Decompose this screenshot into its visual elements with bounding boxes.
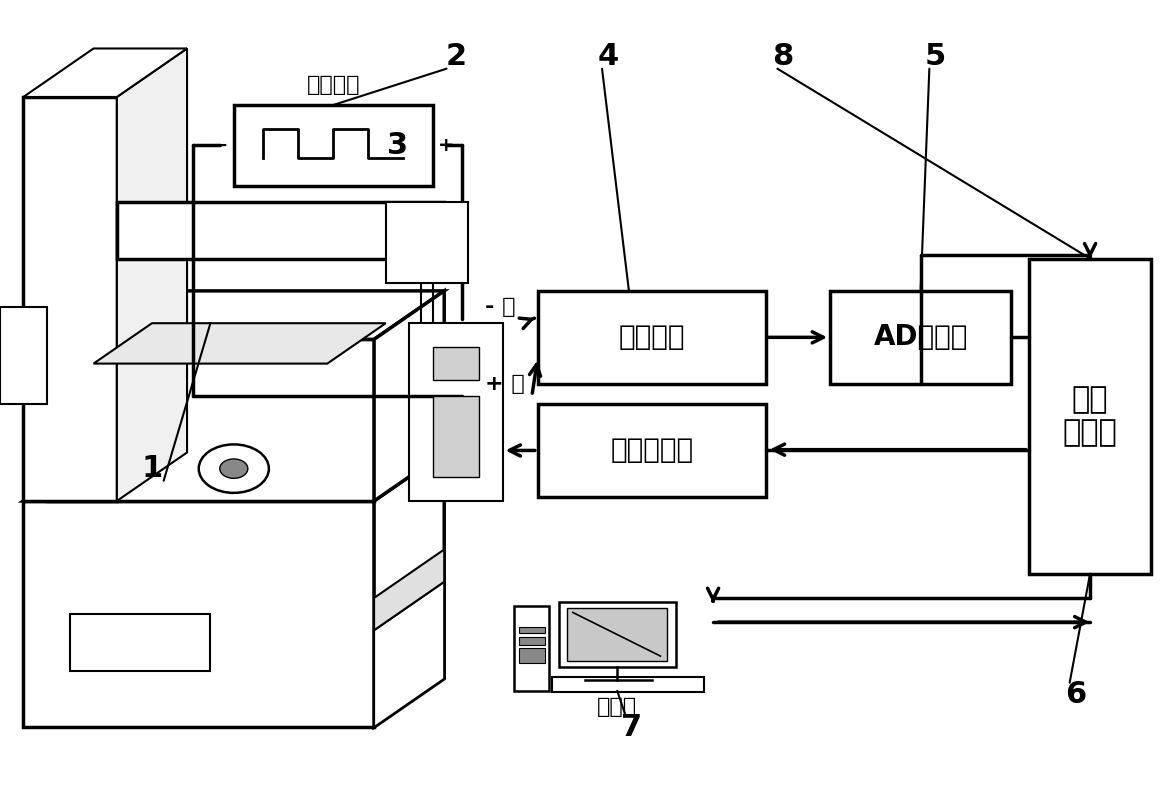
- Bar: [386, 202, 468, 283]
- Bar: [519, 648, 545, 663]
- Polygon shape: [23, 501, 374, 727]
- Text: 5: 5: [925, 42, 946, 71]
- Bar: [70, 614, 210, 671]
- Bar: [538, 291, 766, 384]
- Polygon shape: [374, 582, 444, 727]
- Text: +: +: [438, 136, 455, 155]
- Text: AD转换器: AD转换器: [873, 323, 968, 351]
- Bar: [559, 602, 676, 667]
- Polygon shape: [47, 339, 374, 501]
- Text: - 极: - 极: [485, 297, 516, 317]
- Bar: [234, 105, 433, 186]
- Text: 7: 7: [621, 713, 642, 742]
- Polygon shape: [23, 48, 187, 97]
- Bar: [0, 307, 47, 404]
- Text: −: −: [212, 136, 228, 155]
- Polygon shape: [47, 291, 444, 339]
- Text: 数据
采集器: 数据 采集器: [1063, 385, 1118, 448]
- Text: 采样电阻: 采样电阻: [618, 323, 685, 351]
- Bar: [567, 608, 667, 661]
- Text: 2: 2: [445, 42, 466, 71]
- Text: 脉冲电源: 脉冲电源: [306, 75, 360, 95]
- Polygon shape: [117, 48, 187, 501]
- Polygon shape: [374, 452, 444, 727]
- Bar: [538, 404, 766, 497]
- Bar: [409, 323, 503, 501]
- Text: 1: 1: [141, 454, 162, 483]
- Bar: [519, 637, 545, 645]
- Polygon shape: [23, 452, 444, 501]
- Bar: [514, 606, 549, 691]
- Text: 4: 4: [597, 42, 618, 71]
- Bar: [830, 291, 1011, 384]
- Polygon shape: [94, 323, 386, 364]
- Polygon shape: [374, 291, 444, 501]
- Text: 6: 6: [1065, 680, 1086, 709]
- Text: 计算机: 计算机: [597, 697, 637, 717]
- Circle shape: [220, 459, 248, 478]
- Text: 3: 3: [387, 131, 408, 160]
- Bar: [433, 396, 479, 477]
- Text: 8: 8: [773, 42, 794, 71]
- Bar: [1029, 259, 1151, 574]
- Bar: [433, 347, 479, 380]
- Circle shape: [199, 444, 269, 493]
- Text: + 极: + 极: [485, 374, 525, 393]
- Polygon shape: [23, 97, 117, 501]
- Bar: [519, 627, 545, 633]
- Polygon shape: [374, 549, 444, 630]
- Bar: [552, 677, 704, 692]
- Text: 电机驱动器: 电机驱动器: [610, 436, 693, 465]
- Polygon shape: [117, 202, 444, 259]
